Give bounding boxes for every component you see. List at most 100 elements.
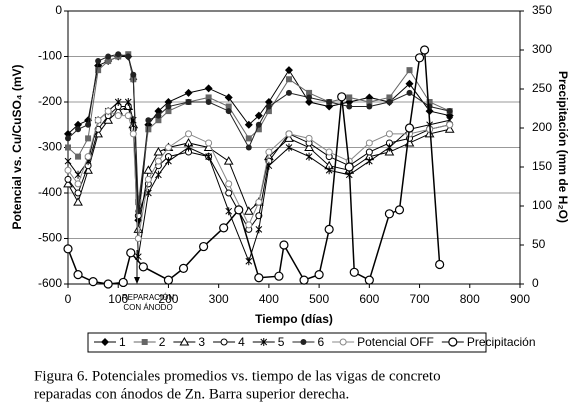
marker bbox=[144, 175, 152, 183]
marker bbox=[185, 143, 192, 152]
y2-tick-label: 50 bbox=[532, 237, 546, 251]
marker bbox=[114, 98, 122, 106]
marker bbox=[384, 147, 395, 156]
marker bbox=[85, 121, 92, 128]
marker bbox=[115, 51, 122, 58]
legend-label: Precipitación bbox=[467, 335, 536, 349]
marker bbox=[185, 99, 192, 105]
marker bbox=[284, 66, 293, 75]
legend-entry: 2 bbox=[133, 335, 166, 349]
marker bbox=[124, 112, 132, 120]
y2-tick-label: 100 bbox=[532, 198, 552, 212]
marker bbox=[104, 107, 112, 115]
marker bbox=[155, 117, 162, 124]
marker bbox=[64, 166, 72, 174]
marker bbox=[324, 224, 334, 234]
caption: Figura 6. Potenciales promedios vs. tiem… bbox=[34, 368, 441, 384]
marker bbox=[223, 156, 234, 165]
marker bbox=[105, 58, 112, 65]
marker bbox=[254, 273, 264, 283]
marker bbox=[145, 126, 152, 133]
marker bbox=[205, 139, 213, 147]
marker bbox=[165, 157, 172, 166]
x-tick-label: 800 bbox=[460, 292, 480, 306]
marker bbox=[414, 53, 425, 63]
marker bbox=[265, 103, 272, 110]
x-tick-label: 0 bbox=[65, 292, 72, 306]
marker bbox=[225, 207, 233, 216]
marker bbox=[95, 58, 102, 65]
marker bbox=[118, 277, 128, 288]
marker bbox=[65, 135, 71, 142]
marker bbox=[205, 94, 212, 101]
legend-marker bbox=[179, 336, 190, 346]
x-tick-label: 200 bbox=[158, 292, 178, 306]
marker bbox=[130, 71, 137, 78]
marker bbox=[245, 221, 253, 229]
marker bbox=[284, 133, 294, 142]
y2-tick-label: 350 bbox=[532, 3, 552, 17]
marker bbox=[74, 180, 82, 188]
marker bbox=[366, 99, 373, 105]
y-tick-label: -300 bbox=[38, 140, 62, 154]
marker bbox=[125, 53, 132, 60]
marker bbox=[326, 99, 333, 105]
marker bbox=[404, 123, 415, 133]
marker bbox=[124, 98, 132, 106]
legend-label: 5 bbox=[278, 335, 285, 349]
marker bbox=[65, 144, 71, 151]
marker bbox=[446, 121, 454, 129]
marker bbox=[154, 157, 162, 165]
marker bbox=[265, 108, 272, 115]
marker bbox=[406, 89, 413, 96]
marker bbox=[225, 103, 232, 110]
marker bbox=[155, 112, 162, 119]
legend-marker bbox=[101, 338, 109, 346]
marker bbox=[114, 112, 122, 120]
marker bbox=[254, 111, 263, 120]
legend-entry: 3 bbox=[173, 335, 205, 349]
marker bbox=[164, 144, 172, 151]
legend-entry: 6 bbox=[292, 335, 324, 349]
marker bbox=[199, 241, 209, 252]
legend-marker bbox=[260, 338, 268, 346]
marker bbox=[349, 267, 359, 277]
y-axis-label: Potencial vs. Cu/CuSO₄ (mV) bbox=[10, 64, 24, 229]
marker bbox=[94, 116, 102, 124]
y-tick-label: -600 bbox=[38, 276, 62, 290]
marker bbox=[73, 197, 83, 206]
marker bbox=[64, 157, 72, 166]
x-tick-label: 500 bbox=[309, 292, 329, 306]
marker bbox=[325, 166, 333, 175]
marker bbox=[255, 225, 263, 234]
marker bbox=[285, 143, 293, 152]
marker bbox=[419, 45, 430, 55]
marker bbox=[75, 153, 82, 160]
x-tick-label: 400 bbox=[259, 292, 279, 306]
marker bbox=[346, 103, 353, 110]
marker bbox=[75, 126, 82, 133]
marker bbox=[245, 144, 252, 151]
legend-entry: Precipitación bbox=[441, 335, 536, 349]
marker bbox=[103, 279, 113, 289]
legend-label: Potencial OFF bbox=[357, 335, 434, 349]
marker bbox=[279, 240, 289, 250]
arrow-head bbox=[134, 277, 140, 284]
marker bbox=[305, 98, 314, 106]
marker bbox=[63, 178, 73, 188]
marker bbox=[138, 262, 148, 272]
legend-entry: 1 bbox=[94, 335, 126, 349]
marker bbox=[394, 205, 405, 215]
marker bbox=[304, 142, 314, 151]
marker bbox=[265, 148, 273, 156]
marker bbox=[365, 157, 373, 166]
x-tick-label: 700 bbox=[410, 292, 430, 306]
marker bbox=[244, 120, 253, 129]
marker bbox=[219, 223, 229, 233]
marker bbox=[337, 92, 347, 102]
x-tick-label: 100 bbox=[108, 292, 128, 306]
y-tick-label: -100 bbox=[38, 49, 62, 63]
marker bbox=[184, 88, 193, 97]
marker bbox=[154, 107, 163, 116]
